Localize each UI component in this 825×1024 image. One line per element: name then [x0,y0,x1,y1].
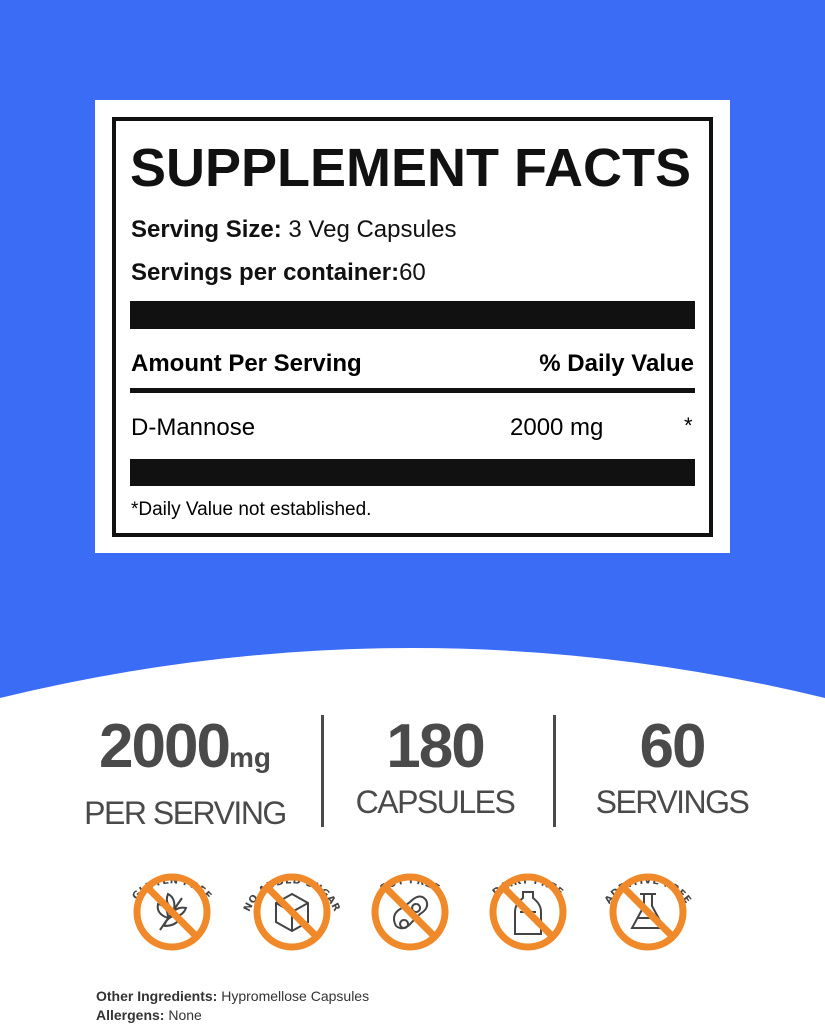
prohibition-circle [253,873,331,951]
stat-capsules: 180 CAPSULES [335,712,535,822]
prohibition-circle [371,873,449,951]
stat-label: SERVINGS [595,784,750,820]
allergens-value: None [168,1007,202,1023]
stat-value: 2000mg [60,712,310,793]
servings-per-container: Servings per container:60 [131,258,426,288]
supplement-facts-panel: SUPPLEMENT FACTS Serving Size: 3 Veg Cap… [95,100,730,553]
stat-unit: mg [228,742,271,773]
allergens-label: Allergens: [96,1007,165,1023]
stat-number: 2000 [99,712,231,781]
footnote: *Daily Value not established. [131,499,372,520]
stat-divider [321,715,324,827]
other-ingredients-label: Other Ingredients: [96,988,218,1004]
ingredient-name: D-Mannose [131,414,256,441]
prohibition-slash [500,884,556,940]
other-ingredients-value: Hypromellose Capsules [221,988,370,1004]
stat-value: 60 [639,712,707,781]
thick-divider [130,459,695,486]
table-header: Amount Per Serving % Daily Value [131,349,694,379]
badge-soy-free: SOY FREE [371,873,449,951]
serving-size: Serving Size: 3 Veg Capsules [131,215,457,245]
facts-border: SUPPLEMENT FACTS Serving Size: 3 Veg Cap… [112,117,713,537]
stat-value: 180 [386,712,485,781]
amount-header: Amount Per Serving [131,350,362,377]
serving-size-label: Serving Size: [131,216,282,243]
badge-additive-free: ADDITIVE FREE [603,873,693,951]
other-ingredients: Other Ingredients: Hypromellose Capsules [96,987,369,1005]
prohibition-circle [609,873,687,951]
divider [130,388,695,393]
soybean-icon [393,895,429,930]
ingredient-amount: 2000 mg [510,414,604,441]
prohibition-slash [620,884,676,940]
stat-per-serving: 2000mg PER SERVING [60,712,310,833]
stat-label: PER SERVING [84,795,287,831]
thick-divider [130,301,695,329]
stat-servings: 60 SERVINGS [572,712,772,822]
prohibition-slash [144,884,200,940]
prohibition-circle [133,873,211,951]
stat-divider [553,715,556,827]
facts-title: SUPPLEMENT FACTS [130,138,692,198]
ingredient-dv: * [684,413,693,438]
servings-value: 60 [399,259,426,286]
allergens: Allergens: None [96,1006,202,1024]
servings-label: Servings per container: [131,259,400,286]
free-from-badges: GLUTEN FREE NO ADDED SUGAR SOY FREE DAIRY F… [130,873,693,951]
dv-header: % Daily Value [539,350,694,377]
prohibition-slash [382,884,438,940]
prohibition-circle [489,873,567,951]
badge-no-added-sugar: NO ADDED SUGAR [242,873,342,951]
badge-gluten-free: GLUTEN FREE [130,873,213,951]
badge-dairy-free: DAIRY FREE [489,873,567,951]
prohibition-slash [264,884,320,940]
stat-label: CAPSULES [355,784,516,820]
serving-size-value: 3 Veg Capsules [288,216,457,243]
